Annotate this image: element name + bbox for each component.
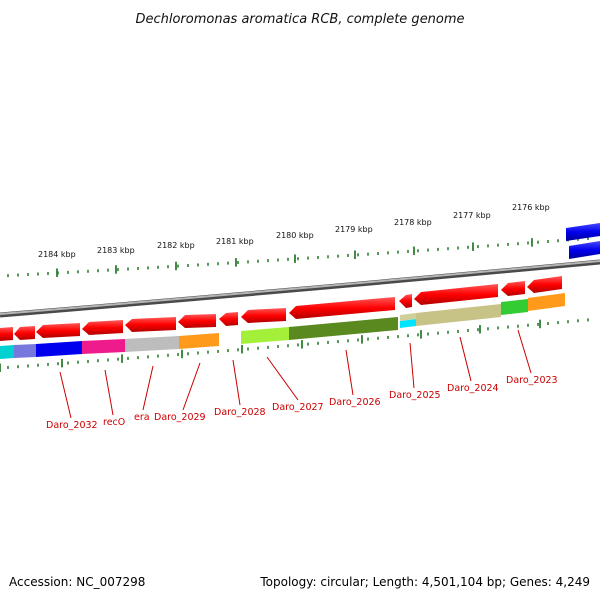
gene-arrow-daro-2023b: [527, 276, 562, 293]
gene-arrow-daro-2024b: [414, 284, 498, 305]
kbp-label-2183: 2183 kbp: [97, 246, 135, 255]
leader-daro-2027: [266, 356, 299, 401]
leader-daro-2024: [459, 336, 472, 382]
kbp-label-2181: 2181 kbp: [216, 237, 254, 246]
blue-feature-inner: [569, 241, 600, 259]
kbp-label-2184: 2184 kbp: [38, 250, 76, 259]
leader-daro-2023: [517, 329, 532, 374]
gene-arrow-daro-2028: [125, 317, 176, 332]
gene-arrow-daro-2024a: [399, 294, 412, 308]
gene-arrow-daro-2023a: [501, 281, 525, 296]
kbp-label-2182: 2182 kbp: [157, 241, 195, 250]
kbp-labels: 2184 kbp 2183 kbp 2182 kbp 2181 kbp 2180…: [38, 203, 550, 259]
gene-label-era: era: [134, 412, 150, 423]
gene-label-daro-2026: Daro_2026: [329, 397, 381, 408]
leader-era: [142, 365, 154, 411]
gene-arrows: [0, 276, 562, 341]
block-cyan-left: [0, 345, 14, 359]
gene-arrow-daro-2026a: [219, 312, 238, 326]
gene-arrow-daro-2032: [0, 327, 13, 341]
gene-arrow-daro-2029: [82, 320, 123, 335]
kbp-label-2180: 2180 kbp: [276, 231, 314, 240]
gene-arrow-daro-2026b: [241, 308, 286, 323]
leader-daro-2029: [182, 362, 201, 411]
blue-feature-outer: [566, 223, 600, 241]
block-orange-right: [528, 293, 565, 311]
category-blocks: [0, 293, 565, 359]
block-blue: [36, 341, 82, 357]
gene-labels: Daro_2032 recO era Daro_2029 Daro_2028 D…: [46, 375, 558, 431]
kbp-label-2177: 2177 kbp: [453, 211, 491, 220]
gene-arrow-era: [36, 323, 80, 338]
blue-features: [566, 223, 600, 259]
outer-ticks: [7, 237, 589, 278]
block-green: [501, 299, 528, 315]
gene-label-daro-2024: Daro_2024: [447, 383, 499, 394]
gene-label-daro-2028: Daro_2028: [214, 407, 266, 418]
gene-label-recO: recO: [103, 417, 125, 428]
leader-daro-2026: [345, 349, 354, 396]
block-khaki: [416, 304, 501, 326]
gene-label-daro-2025: Daro_2025: [389, 390, 441, 401]
block-orange: [179, 333, 219, 349]
gene-label-daro-2032: Daro_2032: [46, 420, 98, 431]
gene-label-daro-2023: Daro_2023: [506, 375, 558, 386]
kbp-label-2179: 2179 kbp: [335, 225, 373, 234]
accession-text: Accession: NC_007298: [9, 575, 145, 589]
block-khaki-strip: [400, 313, 416, 321]
block-cyan-small: [400, 319, 416, 328]
leader-daro-2025: [409, 342, 415, 389]
genome-backbone-highlight: [0, 260, 600, 315]
kbp-label-2176: 2176 kbp: [512, 203, 550, 212]
inner-ticks: [0, 318, 589, 372]
block-magenta: [82, 339, 125, 354]
leader-lines: [59, 329, 532, 419]
block-lavender: [14, 344, 36, 358]
leader-recO: [104, 369, 114, 416]
leader-daro-2028: [232, 359, 241, 406]
map-title: Dechloromonas aromatica RCB, complete ge…: [135, 12, 464, 27]
block-olive: [289, 317, 398, 340]
gene-arrow-daro-2025: [289, 297, 395, 319]
block-grey: [125, 336, 179, 352]
gene-arrow-recO: [14, 326, 35, 340]
gene-label-daro-2027: Daro_2027: [272, 402, 324, 413]
kbp-label-2178: 2178 kbp: [394, 218, 432, 227]
leader-daro-2032: [59, 371, 72, 419]
block-lime: [241, 327, 289, 344]
topology-text: Topology: circular; Length: 4,501,104 bp…: [259, 575, 590, 589]
gene-arrow-daro-2027: [178, 314, 216, 328]
gene-label-daro-2029: Daro_2029: [154, 412, 206, 423]
